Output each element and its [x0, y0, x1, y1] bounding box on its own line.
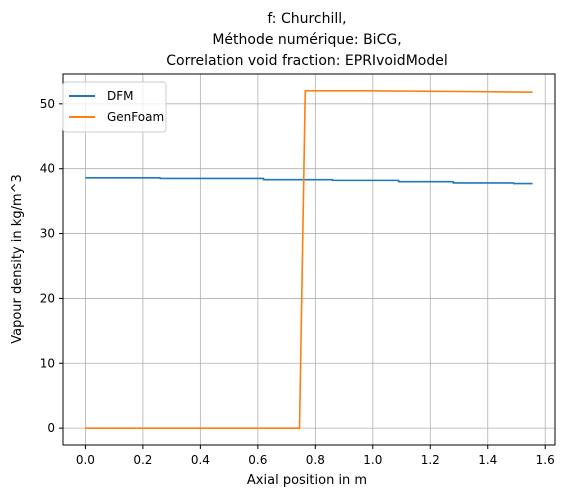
series: [85, 90, 533, 429]
x-tick-label: 1.4: [478, 453, 497, 467]
series-line-dfm: [85, 176, 533, 185]
x-tick-label: 0.6: [248, 453, 267, 467]
x-tick-label: 1.2: [421, 453, 440, 467]
legend-label-genfoam: GenFoam: [107, 110, 164, 124]
x-axis-ticks: 0.0 0.2 0.4 0.6 0.8 1.0 1.2 1.4 1.6: [76, 445, 555, 467]
title-line-2: Méthode numérique: BiCG,: [212, 32, 401, 48]
y-axis-label: Vapour density in kg/m^3: [10, 174, 25, 344]
x-tick-label: 0.2: [133, 453, 152, 467]
y-tick-label: 50: [40, 97, 55, 111]
y-tick-label: 10: [40, 356, 55, 370]
legend: DFM GenFoam: [62, 81, 167, 133]
y-tick-label: 0: [47, 421, 55, 435]
grid: [63, 74, 555, 445]
legend-box: [62, 81, 167, 133]
x-tick-label: 1.6: [536, 453, 555, 467]
x-tick-label: 0.4: [191, 453, 210, 467]
y-tick-label: 40: [40, 162, 55, 176]
x-tick-label: 0.8: [306, 453, 325, 467]
y-tick-label: 20: [40, 291, 55, 305]
chart-title: f: Churchill, Méthode numérique: BiCG, C…: [166, 11, 447, 69]
plot-area: [62, 73, 556, 446]
y-axis-ticks: 0 10 20 30 40 50: [40, 97, 63, 435]
x-tick-label: 1.0: [363, 453, 382, 467]
legend-label-dfm: DFM: [107, 89, 134, 103]
series-line-genfoam: [85, 90, 533, 429]
y-tick-label: 30: [40, 227, 55, 241]
x-tick-label: 0.0: [76, 453, 95, 467]
title-line-1: f: Churchill,: [267, 11, 346, 27]
title-line-3: Correlation void fraction: EPRIvoidModel: [166, 53, 447, 69]
x-axis-label: Axial position in m: [247, 473, 367, 488]
